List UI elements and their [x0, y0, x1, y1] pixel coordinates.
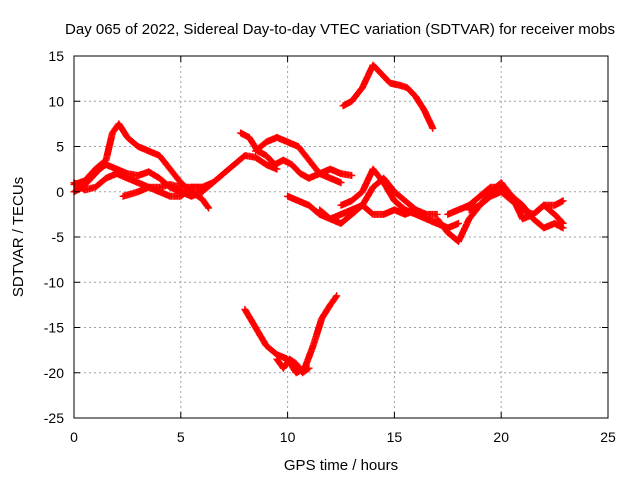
- grid-lines: [74, 56, 608, 418]
- data-point-markers: [252, 133, 356, 179]
- data-point-markers: [119, 152, 281, 200]
- data-point-markers: [337, 165, 452, 232]
- data-point-markers: [339, 61, 437, 132]
- axis-ticks: 0 5 10 15 20 25 -25 -20 -15 -10 -5 0 5 10 15: [44, 48, 616, 445]
- y-tick-label: 0: [56, 184, 64, 200]
- series-track-9: [337, 165, 452, 232]
- series-track-10: [433, 188, 567, 245]
- data-series: [70, 61, 567, 377]
- y-tick-label: 10: [48, 93, 64, 109]
- data-point-markers: [433, 188, 567, 245]
- series-track-12: [465, 179, 567, 223]
- chart-title: Day 065 of 2022, Sidereal Day-to-day VTE…: [65, 21, 615, 38]
- x-tick-label: 15: [387, 429, 403, 445]
- series-track-6: [252, 133, 356, 179]
- series-track-13: [339, 61, 437, 132]
- series-track-14: [241, 292, 341, 377]
- data-point-markers: [241, 292, 341, 377]
- x-tick-label: 25: [600, 429, 616, 445]
- y-tick-label: 5: [56, 139, 64, 155]
- x-axis-title: GPS time / hours: [284, 457, 398, 474]
- y-tick-label: -25: [44, 410, 64, 426]
- x-tick-label: 20: [493, 429, 509, 445]
- data-point-markers: [465, 179, 567, 223]
- y-tick-label: -15: [44, 320, 64, 336]
- data-point-markers: [273, 355, 313, 377]
- series-track-4: [119, 152, 281, 200]
- y-tick-label: -5: [52, 229, 65, 245]
- x-tick-label: 10: [280, 429, 296, 445]
- y-tick-label: 15: [48, 48, 64, 64]
- x-tick-label: 0: [70, 429, 78, 445]
- x-tick-label: 5: [177, 429, 185, 445]
- series-track-2: [70, 161, 217, 200]
- y-tick-label: -10: [44, 274, 64, 290]
- data-point-markers: [70, 161, 217, 200]
- y-axis-title: SDTVAR / TECUs: [10, 177, 27, 297]
- series-track-15: [273, 355, 313, 377]
- y-tick-label: -20: [44, 365, 64, 381]
